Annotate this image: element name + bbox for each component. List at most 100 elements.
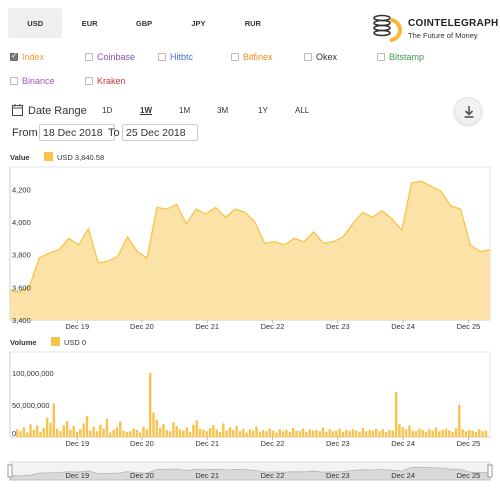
logo-name: COINTELEGRAPH	[408, 18, 499, 29]
volume-bar	[238, 431, 242, 437]
volume-legend-label: USD 0	[64, 338, 86, 347]
exchange-okex[interactable]: Okex	[304, 52, 337, 62]
checkbox-icon[interactable]	[10, 51, 18, 61]
volume-bar	[298, 431, 301, 437]
range-3m-button[interactable]: 3M	[217, 106, 229, 115]
volume-bar	[185, 427, 188, 437]
volume-bar	[325, 431, 328, 437]
volume-bar	[125, 431, 129, 437]
checkbox-icon[interactable]	[158, 53, 166, 61]
checkbox-icon[interactable]	[304, 53, 312, 61]
navigator-x-label: Dec 24	[391, 471, 415, 480]
navigator-right-handle[interactable]	[487, 464, 493, 478]
checkbox-icon[interactable]	[85, 53, 93, 61]
value-y-tick-label: 3,600	[12, 283, 31, 292]
navigator-x-label: Dec 22	[261, 471, 285, 480]
volume-bar	[208, 428, 212, 437]
volume-bar	[212, 425, 215, 437]
logo-mark-icon	[373, 14, 402, 42]
range-1w-button[interactable]: 1W	[140, 106, 152, 115]
volume-bar	[301, 428, 305, 437]
volume-bar	[328, 429, 331, 437]
date-range-row: Date Range 1D 1W 1M 3M 1Y ALL	[10, 102, 490, 120]
volume-bar	[79, 429, 82, 437]
volume-bar	[421, 429, 424, 437]
volume-bar	[22, 427, 26, 437]
cointelegraph-logo[interactable]: COINTELEGRAPH The Future of Money	[372, 8, 498, 44]
checkbox-icon[interactable]	[231, 53, 239, 61]
volume-bar	[368, 429, 371, 437]
volume-bar	[481, 431, 484, 437]
value-x-tick-label: Dec 19	[65, 322, 89, 331]
value-legend-label: USD 3,840.58	[57, 153, 104, 162]
volume-bar	[182, 430, 185, 437]
exchange-bitstamp[interactable]: Bitstamp	[377, 52, 424, 62]
volume-bar	[358, 431, 361, 437]
tab-gbp[interactable]: GBP	[135, 18, 153, 28]
volume-bar	[55, 428, 59, 437]
volume-bar	[39, 431, 42, 437]
to-date-input[interactable]	[122, 124, 198, 141]
volume-bar	[16, 429, 19, 437]
volume-bar	[291, 428, 295, 437]
volume-bar	[341, 431, 345, 437]
volume-bar	[155, 419, 159, 437]
exchange-coinbase[interactable]: Coinbase	[85, 52, 135, 62]
volume-bar	[431, 430, 434, 437]
from-date-input[interactable]	[39, 124, 115, 141]
volume-bar	[345, 429, 348, 437]
volume-bar	[404, 429, 408, 437]
volume-bar	[484, 430, 488, 437]
volume-bar	[32, 429, 36, 437]
volume-bar	[65, 421, 69, 437]
download-button[interactable]	[454, 97, 482, 125]
navigator-x-label: Dec 19	[65, 471, 89, 480]
volume-bar	[75, 431, 79, 437]
checkbox-icon[interactable]	[377, 53, 385, 61]
exchange-hitbtc[interactable]: Hitbtc	[158, 52, 193, 62]
volume-bar	[228, 427, 232, 437]
volume-bar	[478, 429, 481, 437]
range-1d-button[interactable]: 1D	[102, 106, 113, 115]
tab-usd[interactable]: USD	[8, 8, 63, 38]
volume-bar	[288, 431, 291, 437]
tab-eur[interactable]: EUR	[81, 18, 98, 28]
volume-bar	[255, 426, 258, 437]
volume-bar	[172, 422, 175, 437]
tab-jpy[interactable]: JPY	[191, 18, 206, 28]
volume-bar	[165, 429, 168, 437]
exchange-bitfinex[interactable]: Bitfinex	[231, 52, 273, 62]
volume-bar	[72, 426, 75, 437]
exchange-label: Kraken	[97, 76, 126, 86]
volume-bar	[351, 429, 355, 437]
volume-bar	[454, 428, 458, 437]
exchange-label: Coinbase	[97, 52, 136, 62]
range-1y-button[interactable]: 1Y	[258, 106, 268, 115]
volume-bar	[109, 432, 112, 437]
exchange-kraken[interactable]: Kraken	[85, 76, 126, 86]
volume-bar	[195, 420, 198, 437]
volume-legend-swatch	[51, 337, 60, 346]
navigator-x-label: Dec 25	[457, 471, 481, 480]
tab-rur[interactable]: RUR	[244, 18, 261, 28]
volume-bar	[205, 431, 208, 437]
range-all-button[interactable]: ALL	[295, 106, 310, 115]
volume-bar	[348, 431, 351, 437]
range-1m-button[interactable]: 1M	[179, 106, 191, 115]
volume-bar	[25, 432, 29, 437]
checkbox-icon[interactable]	[85, 77, 93, 85]
volume-bar	[444, 428, 448, 437]
navigator-left-handle[interactable]	[7, 464, 13, 478]
volume-bar	[215, 429, 218, 437]
volume-bar	[99, 424, 102, 437]
volume-bar	[105, 419, 109, 437]
volume-bar	[305, 431, 308, 437]
volume-bar	[424, 431, 428, 437]
volume-bar	[248, 429, 252, 437]
exchange-binance[interactable]: Binance	[10, 76, 55, 86]
checkbox-icon[interactable]	[10, 77, 18, 85]
volume-bar	[35, 425, 39, 437]
exchange-index[interactable]: Index	[10, 51, 44, 62]
volume-bar	[278, 429, 282, 437]
value-area-fill	[10, 181, 490, 320]
